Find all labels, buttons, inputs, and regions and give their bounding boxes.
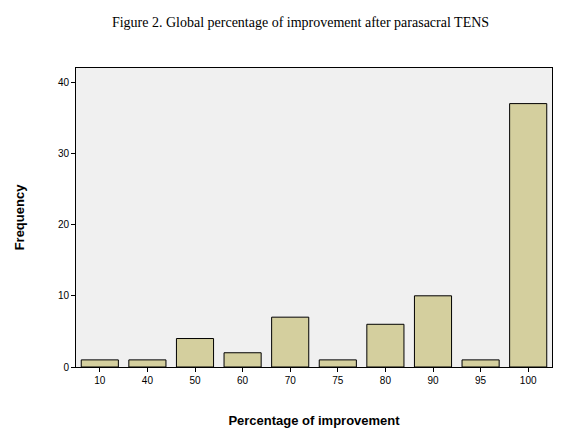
svg-text:40: 40: [58, 77, 70, 88]
svg-text:Frequency: Frequency: [12, 184, 27, 251]
svg-text:0: 0: [63, 362, 69, 373]
svg-text:80: 80: [380, 375, 392, 386]
svg-text:40: 40: [142, 375, 154, 386]
svg-text:70: 70: [285, 375, 297, 386]
svg-text:60: 60: [237, 375, 249, 386]
svg-text:20: 20: [58, 219, 70, 230]
svg-text:Percentage of improvement: Percentage of improvement: [228, 413, 400, 428]
svg-text:10: 10: [94, 375, 106, 386]
svg-text:10: 10: [58, 290, 70, 301]
svg-text:75: 75: [332, 375, 344, 386]
svg-text:90: 90: [427, 375, 439, 386]
svg-text:50: 50: [189, 375, 201, 386]
svg-text:95: 95: [475, 375, 487, 386]
svg-text:Figure 2. Global percentage of: Figure 2. Global percentage of improveme…: [112, 15, 489, 30]
svg-text:100: 100: [520, 375, 537, 386]
svg-text:30: 30: [58, 148, 70, 159]
